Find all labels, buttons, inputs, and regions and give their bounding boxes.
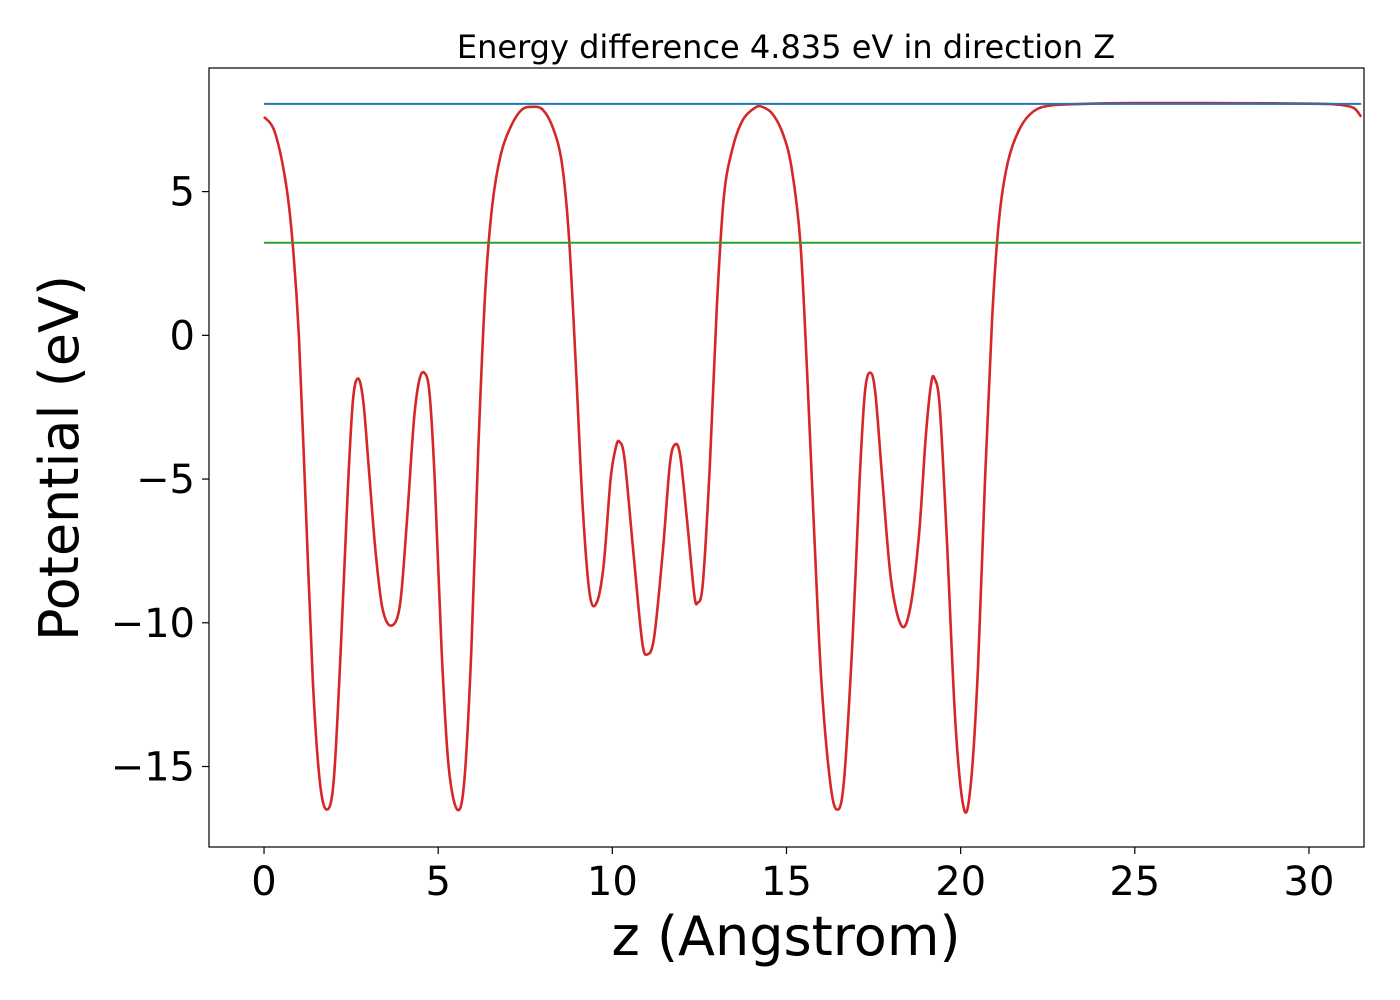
x-axis-label: z (Angstrom)	[611, 905, 960, 968]
y-tick-label: 5	[170, 170, 195, 216]
y-axis-label: Potential (eV)	[28, 275, 91, 641]
y-tick-label: 0	[170, 313, 195, 359]
y-tick-label: −10	[111, 601, 195, 647]
chart-title: Energy difference 4.835 eV in direction …	[457, 28, 1115, 66]
tick-layer: 0 5 10 15 20 25 30 5 0 −5 −10 −15	[111, 170, 1335, 905]
x-tick-label: 20	[935, 859, 986, 905]
x-tick-label: 30	[1284, 859, 1335, 905]
x-tick-label: 15	[761, 859, 812, 905]
y-tick-label: −15	[111, 745, 195, 791]
x-tick-label: 25	[1109, 859, 1160, 905]
x-tick-label: 10	[587, 859, 638, 905]
plot-frame	[208, 67, 1365, 848]
x-tick-label: 0	[251, 859, 276, 905]
x-tick-label: 5	[425, 859, 450, 905]
potential-curve	[262, 101, 1363, 814]
series-layer	[262, 101, 1363, 814]
y-tick-label: −5	[136, 457, 195, 503]
